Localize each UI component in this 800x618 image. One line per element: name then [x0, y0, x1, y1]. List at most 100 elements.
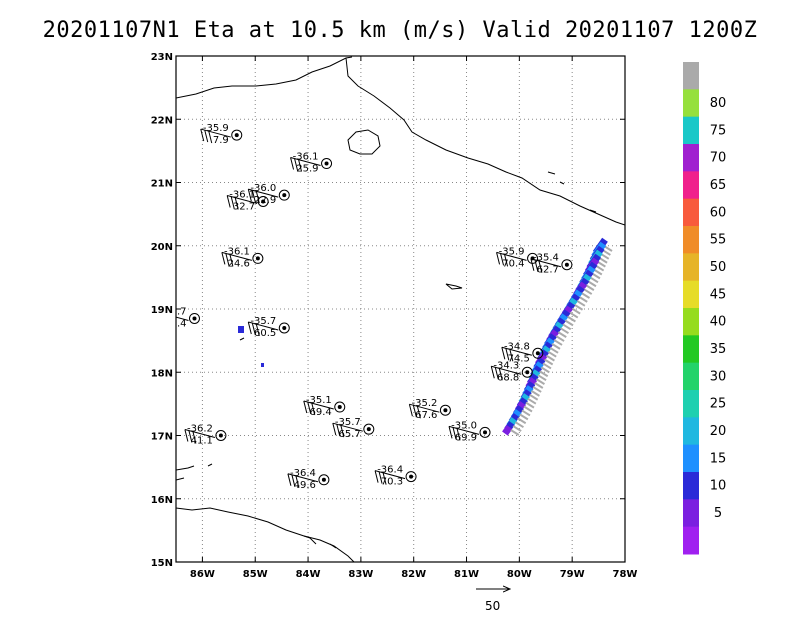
station-pressure-label: -35.7: [250, 316, 276, 327]
colorbar: 5 10 15 20 25 30 35 40 45 50 55 60 65 70 75 80: [683, 62, 726, 555]
wind-vector: [539, 370, 549, 378]
station-dot: [564, 262, 569, 267]
wind-vector: [510, 429, 520, 436]
x-tick-label: 84W: [296, 569, 321, 580]
axes: 86W 85W 84W 83W 82W 81W 80W 79W 78W 15N 16N 17N 18N 1…: [151, 52, 638, 580]
wind-vector: [537, 374, 547, 382]
wind-vector: [530, 390, 540, 397]
wind-vector: [596, 260, 606, 268]
wind-barb-staff: [501, 346, 532, 356]
wind-barb-staff: [248, 321, 279, 331]
colorbar-swatch: [683, 335, 699, 364]
map-title: 20201107N1 Eta at 10.5 km (m/s) Valid 20…: [42, 18, 758, 43]
station-pressure-label: -36.4: [377, 465, 403, 476]
y-tick-label: 20N: [151, 242, 173, 253]
colorbar-label: 40: [710, 315, 727, 330]
x-tick-label: 81W: [454, 569, 479, 580]
y-tick-label: 17N: [151, 432, 173, 443]
station-speed-label: 7.9: [213, 135, 229, 146]
scale-arrow-label: 50: [485, 599, 500, 613]
station-pressure-label: -35.1: [306, 395, 332, 406]
x-tick-label: 78W: [613, 569, 638, 580]
x-tick-label: 79W: [560, 569, 585, 580]
station-pressure-label: -35.9: [499, 246, 525, 257]
station-pressure-label: -36.0: [250, 183, 276, 194]
station-dot: [324, 161, 329, 166]
colorbar-swatch: [683, 280, 699, 309]
observation-station: -35.267.6: [408, 398, 451, 421]
wind-barb-staff: [530, 258, 562, 268]
wind-vector: [540, 366, 550, 374]
observation-station: -36.449.6: [287, 468, 330, 491]
wind-vector: [595, 264, 605, 272]
wind-barb-flag: [490, 366, 495, 379]
colorbar-swatch: [683, 417, 699, 446]
wind-barb-flag: [294, 158, 299, 171]
wind-vector: [551, 343, 561, 350]
plot-area: -35.97.9-36.125.9-36.022.9-36.132.7-36.1…: [176, 56, 625, 562]
retrieval-band: [238, 237, 613, 436]
station-pressure-label: -35.4: [533, 253, 559, 264]
station-ring: [521, 366, 533, 378]
wind-barb-flag: [408, 404, 413, 417]
station-speed-label: 70.3: [381, 477, 403, 488]
wind-barb-flag: [496, 252, 501, 265]
station-dot: [366, 427, 371, 432]
station-speed-label: 69.9: [455, 432, 477, 443]
y-tick-label: 22N: [151, 115, 173, 126]
wind-barb-flag: [498, 368, 503, 381]
colorbar-label: 80: [710, 96, 727, 111]
wind-barb-flag: [291, 474, 296, 487]
station-dot: [409, 474, 414, 479]
wind-barb-flag: [340, 425, 345, 438]
observation-station: -35.97.9: [200, 123, 243, 146]
wind-barb-flag: [504, 254, 509, 267]
station-speed-label: 65.7: [339, 429, 361, 440]
station-ring: [479, 426, 491, 438]
station-dot: [483, 430, 488, 435]
wind-barb-flag: [382, 472, 387, 485]
wind-vector: [566, 315, 576, 323]
wind-barb-staff: [248, 188, 279, 198]
station-pressure-label: -35.9: [203, 123, 229, 134]
wind-barb-flag: [452, 427, 457, 440]
x-tick-label: 80W: [507, 569, 532, 580]
x-tick-label: 85W: [243, 569, 268, 580]
wind-vector: [547, 350, 557, 358]
y-tick-label: 16N: [151, 495, 173, 506]
station-speed-label: 41.1: [191, 436, 213, 447]
wind-vector: [580, 292, 591, 299]
wind-vector: [571, 307, 581, 315]
station-pressure-label: -36.1: [224, 246, 250, 257]
station-ring: [257, 195, 269, 207]
wind-vector: [512, 425, 522, 432]
wind-barb-staff: [290, 157, 321, 167]
colorbar-swatch: [683, 198, 699, 227]
station-pressure-label: -35.7: [335, 417, 361, 428]
colorbar-label: 55: [710, 233, 727, 248]
colorbar-swatch: [683, 116, 699, 145]
observation-station: -36.132.7: [226, 189, 269, 212]
wind-barb-flag: [192, 431, 197, 444]
observation-station: -35.765.7: [332, 417, 375, 440]
observation-station: -35.069.9: [448, 420, 491, 443]
retrieval-cell: [502, 425, 513, 436]
observation-station: -36.022.9: [247, 183, 290, 206]
wind-vector: [532, 386, 542, 393]
station-speed-label: 24.6: [228, 258, 250, 269]
x-tick-label: 83W: [348, 569, 373, 580]
observation-station: -34.874.5: [501, 341, 544, 364]
colorbar-swatch: [683, 526, 699, 555]
wind-barb-flag: [208, 130, 213, 144]
wind-barb-staff: [374, 470, 406, 480]
y-tick-label: 18N: [151, 368, 173, 379]
isla-juventud-coastline: [347, 129, 381, 155]
station-dot: [255, 256, 260, 261]
station-speed-label: 49.6: [294, 480, 316, 491]
wind-vector: [564, 319, 574, 327]
station-speed-label: .4: [177, 318, 187, 329]
station-pressure-label: -36.2: [187, 424, 213, 435]
wind-barb-flag: [298, 159, 303, 172]
observation-station: -35.169.4: [303, 395, 346, 418]
wind-barb-flag: [505, 348, 510, 361]
